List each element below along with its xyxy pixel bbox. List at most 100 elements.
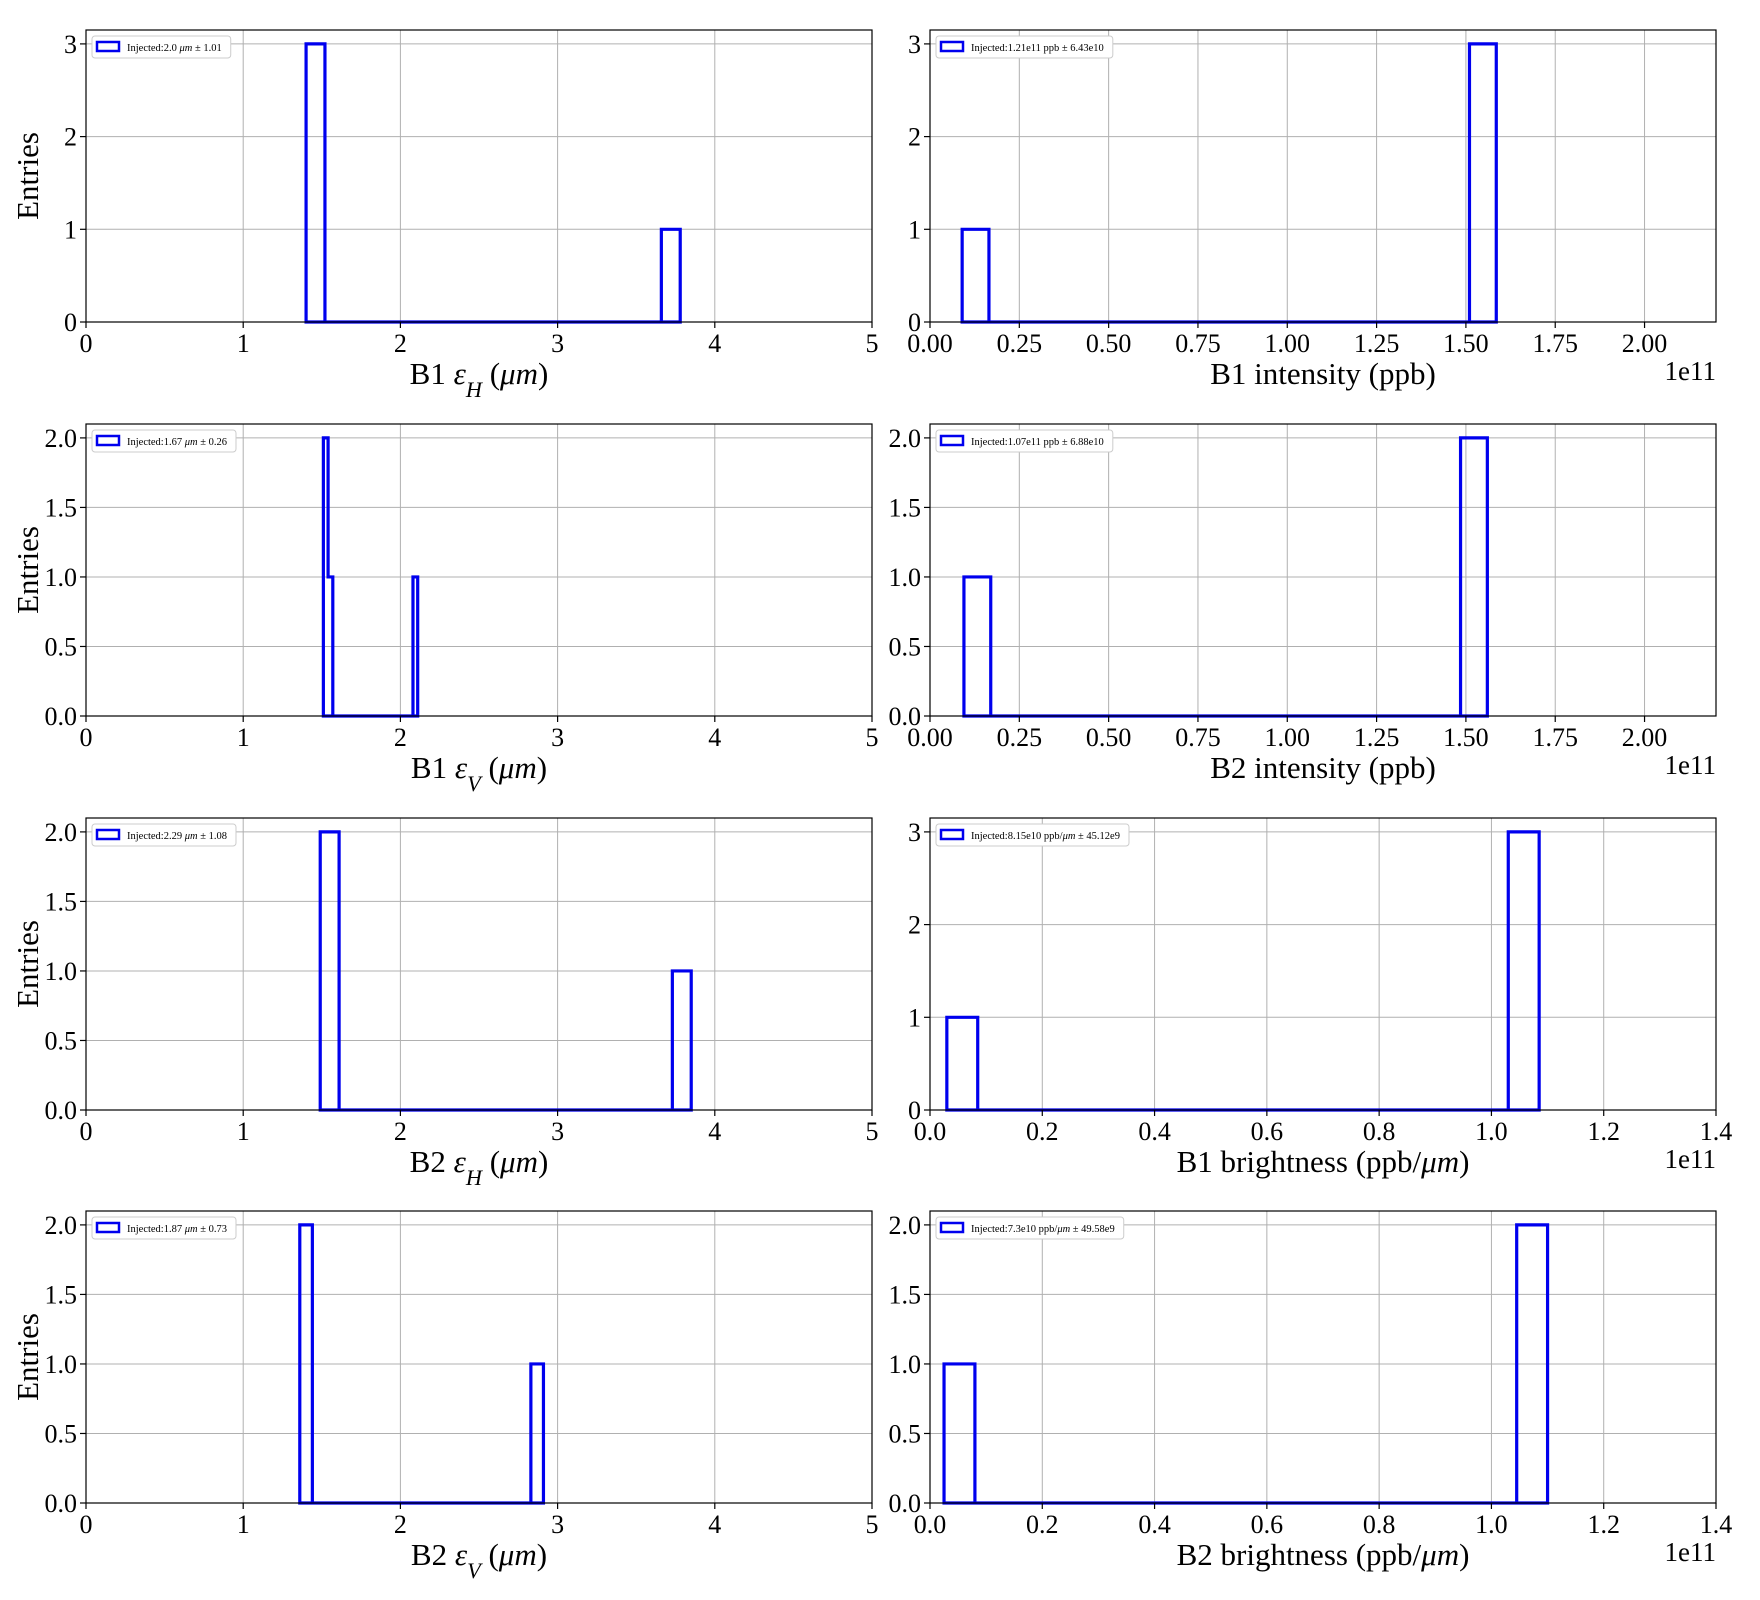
text-fragment: B1 intensity (ppb) [1210,356,1436,391]
x-axis-label: B2 εH (μm) [410,1144,549,1190]
text-fragment: ± 49.58e9 [1070,1224,1115,1235]
legend-swatch [95,434,121,447]
x-tick-label: 2 [394,723,407,752]
legend-frame [935,1216,1125,1240]
axes-frame [929,817,1717,1111]
text-fragment: μm [1420,1144,1459,1179]
x-tick-label: 1.0 [1475,1117,1508,1146]
x-tick-label: 0.25 [997,329,1043,358]
x-axis-label: B1 brightness (ppb/μm) [1177,1144,1470,1179]
x-offset-label: 1e11 [1665,356,1716,386]
y-tick-label: 1 [908,1003,921,1032]
x-tick-label: 0.6 [1251,1117,1284,1146]
x-tick-label: 0.25 [997,723,1043,752]
y-tick-label: 1.0 [45,563,78,592]
text-fragment: Injected:2.29 [127,831,185,842]
x-tick-label: 0.2 [1026,1117,1059,1146]
y-tick-label: 3 [908,30,921,59]
text-fragment: ε [455,750,468,785]
x-tick-label: 0 [80,329,93,358]
y-tick-label: 2.0 [45,424,78,453]
x-tick-label: 1 [237,723,250,752]
histogram-step [960,42,1498,324]
y-tick-label: 0.5 [45,1026,78,1055]
legend: Injected:8.15e10 ppb/μm ± 45.12e9 [935,823,1130,847]
x-tick-label: 4 [708,1510,721,1539]
x-tick-label: 1.00 [1265,723,1311,752]
x-tick-label: 0 [80,1117,93,1146]
legend-label: Injected:2.0 μm ± 1.01 [127,43,222,54]
legend: Injected:2.0 μm ± 1.01 [91,35,232,59]
x-tick-label: 0.2 [1026,1510,1059,1539]
x-tick-label: 1.25 [1354,723,1400,752]
legend-label: Injected:1.87 μm ± 0.73 [127,1224,227,1235]
text-fragment: V [467,771,483,796]
y-axis-label: Entries [10,132,45,220]
text-fragment: μm [498,750,537,785]
text-fragment: B2 brightness (ppb/ [1177,1537,1422,1572]
y-tick-label: 2.0 [45,1211,78,1240]
x-tick-label: 0.0 [914,1510,947,1539]
axes-frame [929,1210,1717,1504]
x-tick-label: 4 [708,329,721,358]
y-tick-label: 1.5 [45,887,78,916]
x-axis-label: B2 εV (μm) [411,1537,547,1583]
x-tick-label: 4 [708,1117,721,1146]
legend: Injected:1.07e11 ppb ± 6.88e10 [935,429,1114,453]
legend-label: Injected:2.29 μm ± 1.08 [127,831,227,842]
text-fragment: ) [538,356,548,391]
text-fragment: μm [499,1144,538,1179]
x-axis-label: B1 εV (μm) [411,750,547,796]
subplot-4: 0.00 0.25 0.50 0.75 1.00 1.25 1.50 1.75 2.00 0.0 0… [889,423,1717,785]
y-tick-label: 0.0 [889,1489,922,1518]
y-tick-label: 1 [908,215,921,244]
x-tick-label: 1.2 [1587,1510,1620,1539]
y-tick-label: 0.5 [45,1419,78,1448]
legend-label: Injected:8.15e10 ppb/μm ± 45.12e9 [971,831,1120,842]
y-tick-label: 0 [908,308,921,337]
axes-frame [929,29,1717,323]
y-tick-label: 1.5 [889,493,922,522]
y-tick-label: 0 [908,1096,921,1125]
text-fragment: H [465,377,484,402]
legend-swatch [939,434,965,447]
legend-swatch [939,1221,965,1234]
text-fragment: ) [537,1537,547,1572]
legend: Injected:1.21e11 ppb ± 6.43e10 [935,35,1114,59]
x-offset-label: 1e11 [1665,1144,1716,1174]
y-tick-label: 0.5 [889,1419,922,1448]
legend: Injected:2.29 μm ± 1.08 [91,823,237,847]
x-tick-label: 0.4 [1138,1510,1171,1539]
y-tick-label: 0.0 [889,702,922,731]
x-tick-label: 0.0 [914,1117,947,1146]
text-fragment: Injected:1.21e11 ppb ± 6.43e10 [971,43,1104,54]
text-fragment: μm [499,356,538,391]
legend-label: Injected:1.07e11 ppb ± 6.88e10 [971,437,1104,448]
y-tick-label: 0.0 [45,1489,78,1518]
x-tick-label: 0.50 [1086,723,1132,752]
text-fragment: Injected:2.0 [127,43,179,54]
text-fragment: V [467,1558,483,1583]
x-tick-label: 2.00 [1622,723,1668,752]
x-tick-label: 1.75 [1532,723,1578,752]
y-tick-label: 2.0 [45,818,78,847]
x-tick-label: 3 [551,1510,564,1539]
y-tick-label: 0.0 [45,1096,78,1125]
x-tick-label: 0 [80,723,93,752]
y-tick-label: 2.0 [889,424,922,453]
axes-frame [85,423,873,717]
text-fragment: B1 [411,750,455,785]
x-tick-label: 0.00 [907,723,953,752]
text-fragment: μm [498,1537,537,1572]
text-fragment: B2 intensity (ppb) [1210,750,1436,785]
text-fragment: ( [482,356,500,391]
text-fragment: B2 [411,1537,455,1572]
y-tick-label: 2 [908,911,921,940]
x-tick-label: 1.2 [1587,1117,1620,1146]
histogram-step [945,830,1541,1112]
legend-label: Injected:1.21e11 ppb ± 6.43e10 [971,43,1104,54]
x-tick-label: 3 [551,1117,564,1146]
y-tick-label: 1 [64,215,77,244]
x-tick-label: 0.8 [1363,1117,1396,1146]
text-fragment: ( [481,750,499,785]
